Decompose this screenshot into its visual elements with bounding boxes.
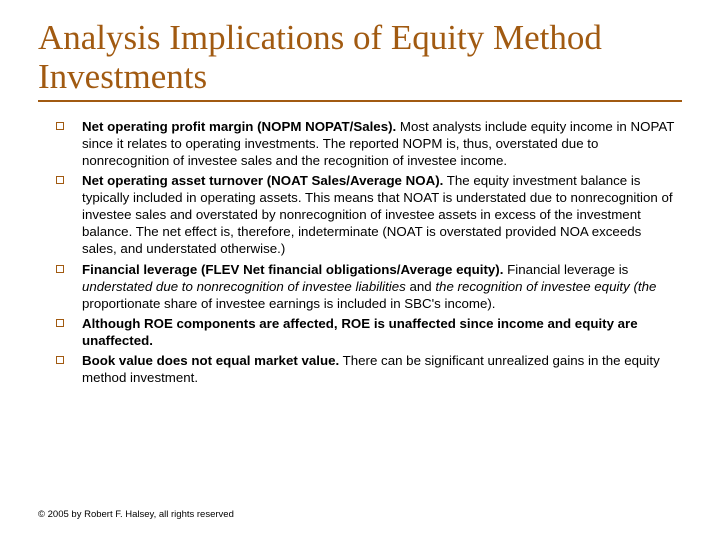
- list-item: Net operating asset turnover (NOAT Sales…: [56, 172, 676, 257]
- list-item: Financial leverage (FLEV Net financial o…: [56, 261, 676, 312]
- slide: Analysis Implications of Equity Method I…: [0, 0, 720, 540]
- bullet-lead: Book value does not equal market value.: [82, 353, 339, 368]
- bullet-lead: Net operating asset turnover (NOAT Sales…: [82, 173, 443, 188]
- bullet-rest: and: [409, 279, 431, 294]
- bullet-rest: proportionate share of investee earnings…: [82, 296, 496, 311]
- bullet-rest: Financial leverage is: [503, 262, 628, 277]
- list-item: Book value does not equal market value. …: [56, 352, 676, 386]
- bullet-italic: the recognition of investee equity (the: [432, 279, 657, 294]
- list-item: Although ROE components are affected, RO…: [56, 315, 676, 349]
- list-item: Net operating profit margin (NOPM NOPAT/…: [56, 118, 676, 169]
- slide-title: Analysis Implications of Equity Method I…: [38, 18, 682, 102]
- bullet-lead: Financial leverage (FLEV Net financial o…: [82, 262, 503, 277]
- copyright-footer: © 2005 by Robert F. Halsey, all rights r…: [38, 509, 234, 520]
- bullet-lead: Net operating profit margin (NOPM NOPAT/…: [82, 119, 396, 134]
- bullet-lead: Although ROE components are affected, RO…: [82, 316, 638, 348]
- bullet-italic: understated due to nonrecognition of inv…: [82, 279, 409, 294]
- bullet-list: Net operating profit margin (NOPM NOPAT/…: [38, 118, 682, 385]
